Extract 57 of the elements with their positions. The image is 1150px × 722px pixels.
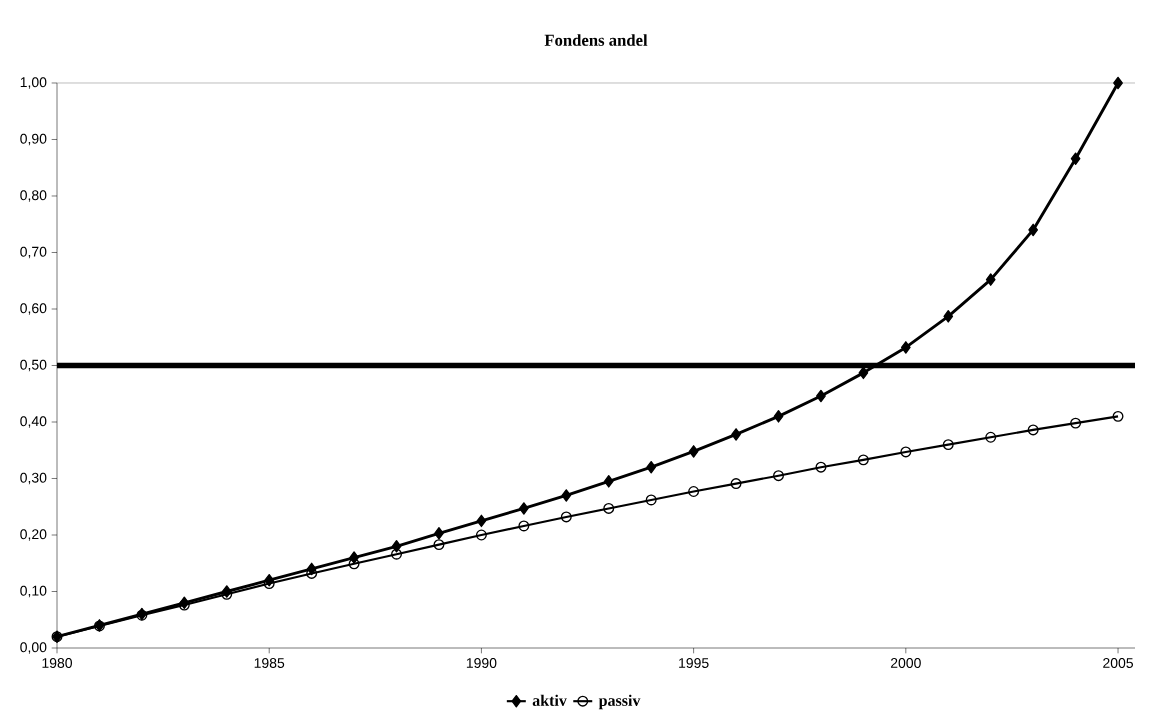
y-tick-label: 0,30	[20, 472, 47, 485]
x-tick-label: 1985	[254, 658, 285, 668]
point	[646, 460, 657, 474]
y-tick-label: 0,20	[20, 529, 47, 541]
point	[773, 410, 784, 423]
y-tick-label: 0,10	[20, 585, 47, 598]
point	[561, 489, 572, 502]
point	[433, 539, 445, 551]
chart-title: Fondens andel	[544, 34, 648, 46]
y-tick-label: 0,90	[20, 133, 47, 146]
y-tick-label: 0,70	[20, 246, 47, 259]
point	[603, 502, 615, 514]
point	[731, 428, 741, 441]
point	[943, 310, 954, 323]
point	[942, 439, 954, 451]
x-tick-label: 2005	[1103, 658, 1134, 668]
y-tick-label: 1,00	[20, 77, 47, 89]
point	[815, 461, 827, 473]
point	[560, 511, 572, 523]
point	[985, 431, 997, 443]
point	[730, 478, 742, 490]
y-tick-label: 0,80	[20, 190, 47, 202]
point	[476, 514, 487, 528]
point	[348, 558, 360, 570]
point	[900, 341, 911, 354]
x-tick-label: 1990	[466, 658, 497, 668]
point	[900, 446, 912, 458]
point	[391, 540, 402, 553]
point	[858, 366, 869, 380]
point	[857, 454, 869, 466]
point	[1112, 410, 1124, 422]
point	[688, 445, 699, 458]
point	[518, 520, 530, 532]
point	[1113, 76, 1123, 90]
point	[1070, 417, 1082, 429]
point	[391, 548, 402, 560]
point	[816, 389, 826, 403]
point	[985, 273, 996, 286]
legend-label: aktiv	[532, 694, 567, 706]
point	[1027, 424, 1039, 436]
point	[518, 502, 529, 515]
y-tick-label: 0,40	[20, 416, 47, 428]
point	[688, 486, 700, 497]
point	[773, 470, 784, 482]
x-tick-label: 2000	[890, 658, 921, 668]
legend-label: passiv	[598, 694, 641, 710]
y-tick-label: 0,00	[20, 642, 47, 654]
point	[434, 527, 444, 540]
x-tick-label: 1995	[679, 658, 709, 668]
point	[475, 529, 487, 541]
y-tick-label: 0,60	[20, 303, 47, 315]
point	[1028, 223, 1039, 237]
point	[1070, 152, 1081, 165]
point	[645, 494, 657, 506]
x-tick-label: 1980	[42, 658, 73, 668]
point	[603, 475, 614, 488]
y-tick-label: 0,50	[20, 359, 47, 372]
